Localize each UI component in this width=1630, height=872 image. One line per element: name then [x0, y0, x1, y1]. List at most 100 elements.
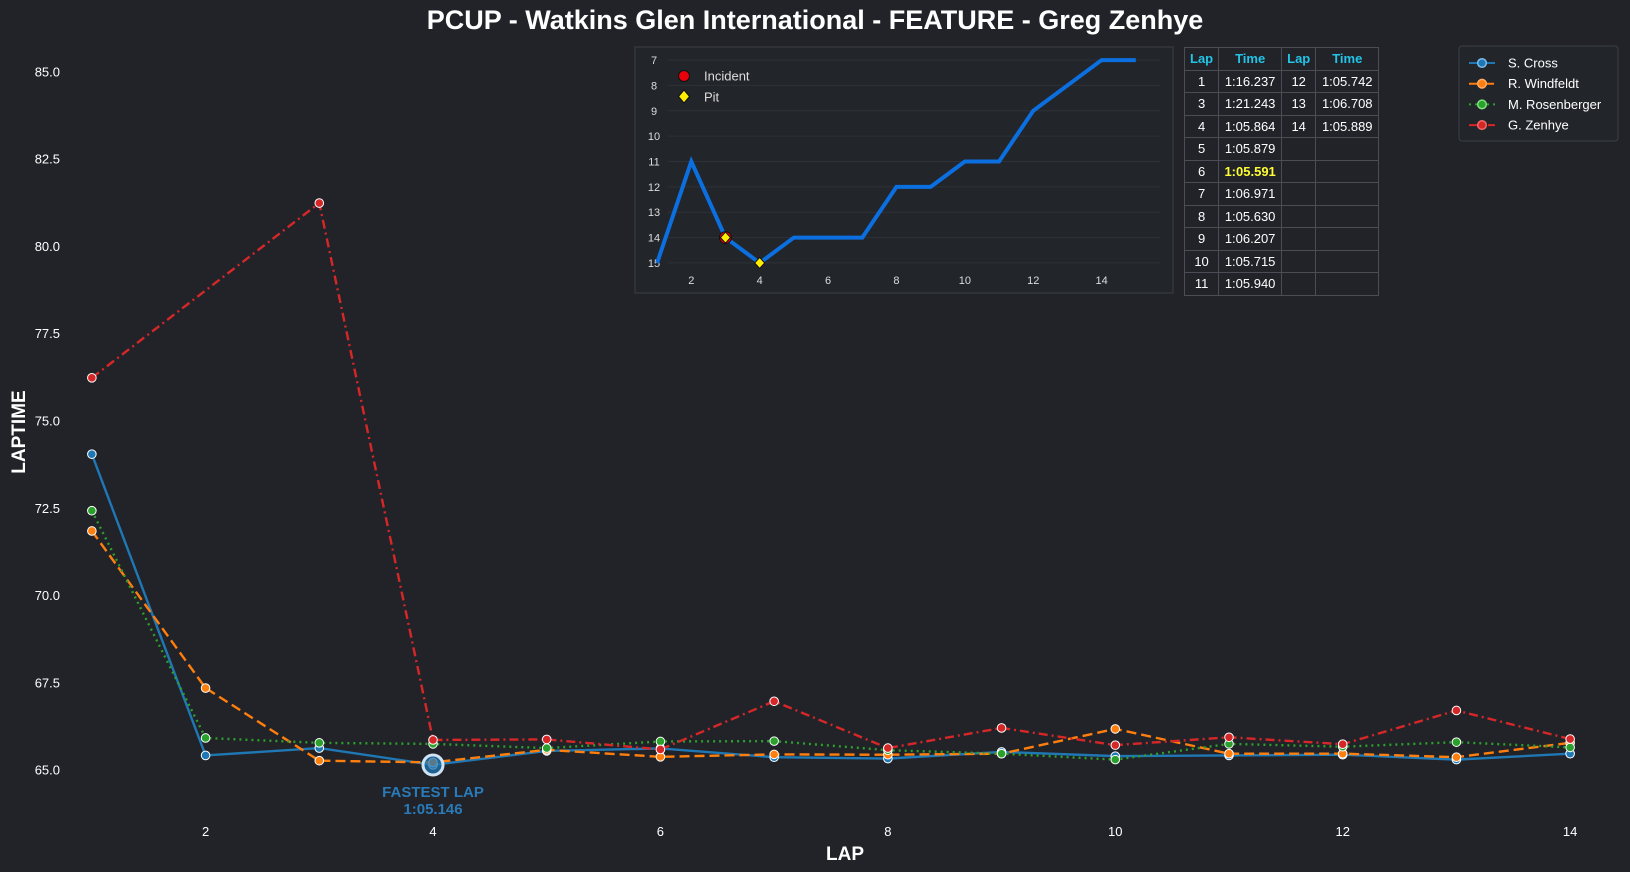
table-row: 9 1:06.207	[1183, 227, 1380, 251]
data-point	[1565, 742, 1575, 753]
data-point	[87, 449, 97, 459]
table-cell-lap: 12	[1281, 69, 1317, 93]
inset-frame	[634, 46, 1174, 294]
legend-label: G. Zenhye	[1508, 118, 1569, 133]
table-cell-lap: 3	[1183, 92, 1220, 116]
legend-marker	[1476, 120, 1488, 131]
legend-marker	[1476, 78, 1488, 89]
inset-y-tick-label: 14	[648, 233, 660, 245]
inset-y-tick-label: 12	[648, 182, 660, 194]
pit-marker	[754, 256, 766, 270]
data-point	[655, 736, 666, 747]
table-cell-time: 1:05.742	[1315, 69, 1380, 93]
table-cell-lap	[1281, 159, 1317, 183]
table-cell-time: 1:05.715	[1218, 249, 1283, 273]
y-axis-label: LAPTIME	[9, 390, 30, 473]
data-point	[87, 505, 97, 516]
data-point	[428, 735, 438, 745]
table-cell-lap: 8	[1183, 204, 1220, 228]
table-cell-lap: 9	[1183, 227, 1220, 251]
x-tick-label: 14	[1563, 824, 1577, 839]
table-row: 3 1:21.243 13 1:06.708	[1183, 92, 1380, 116]
table-cell-lap: 5	[1183, 137, 1220, 161]
y-tick-label: 67.5	[35, 675, 60, 690]
inset-y-tick-label: 7	[651, 55, 657, 67]
pit-legend-label: Pit	[704, 90, 720, 105]
table-row: 10 1:05.715	[1183, 249, 1380, 273]
legend: S. Cross R. Windfeldt M. Rosenberger G. Zen…	[1458, 45, 1619, 142]
data-point	[1110, 754, 1121, 765]
inset-x-tick-label: 10	[959, 275, 971, 287]
y-tick-label: 75.0	[35, 414, 60, 429]
legend-frame	[1458, 45, 1619, 142]
table-cell-lap	[1281, 272, 1317, 296]
fastest-lap-annotation: FASTEST LAP 1:05.146	[382, 753, 484, 818]
legend-item: R. Windfeldt	[1469, 76, 1579, 91]
table-header-row: Lap Time Lap Time	[1183, 47, 1380, 71]
data-point	[769, 696, 779, 707]
table-header-time: Time	[1315, 47, 1380, 71]
incident-legend-marker	[678, 70, 690, 82]
series-s-cross	[87, 449, 1575, 770]
table-cell-lap	[1281, 182, 1317, 206]
data-point	[1224, 732, 1234, 743]
chart-title: PCUP - Watkins Glen International - FEAT…	[427, 5, 1204, 35]
table-cell-time	[1315, 249, 1380, 273]
position-line	[655, 58, 1136, 266]
inset-y-tick-label: 10	[648, 131, 660, 143]
legend-marker	[1476, 57, 1488, 69]
inset-y-tick-label: 13	[648, 207, 660, 219]
x-tick-label: 10	[1108, 824, 1122, 839]
series-line	[90, 453, 1571, 767]
data-point	[1451, 752, 1462, 762]
legend-items: S. Cross R. Windfeldt M. Rosenberger G. Zen…	[1469, 56, 1602, 133]
table-cell-lap: 1	[1183, 69, 1220, 93]
series-g-zenhye	[87, 198, 1575, 755]
y-tick-label: 77.5	[35, 326, 60, 341]
data-point	[1565, 734, 1575, 744]
table-cell-time	[1315, 227, 1380, 251]
table-row: 8 1:05.630	[1183, 204, 1380, 228]
data-point	[87, 526, 97, 536]
table-row: 5 1:05.879	[1183, 137, 1380, 161]
inset-y-tick-label: 11	[648, 157, 659, 169]
inset-x-tick-label: 6	[825, 275, 831, 287]
data-point	[87, 373, 97, 383]
x-axis-ticks: 2 4 6 8 10 12 14	[202, 824, 1577, 839]
table-cell-lap: 6	[1183, 159, 1220, 183]
y-tick-label: 85.0	[35, 64, 60, 79]
data-point	[1110, 724, 1121, 734]
data-point	[883, 743, 893, 753]
series-layer	[87, 198, 1575, 770]
inset-x-tick-label: 8	[893, 275, 899, 287]
x-tick-label: 8	[884, 824, 891, 839]
table-cell-lap	[1281, 227, 1317, 251]
table-row: 7 1:06.971	[1183, 182, 1380, 206]
y-axis-ticks: 65.0 67.5 70.0 72.5 75.0 77.5 80.0 82.5 85.0	[35, 64, 60, 777]
series-line	[90, 510, 1571, 761]
table-cell-time: 1:05.889	[1315, 114, 1380, 138]
fastest-lap-marker	[421, 753, 445, 777]
inset-y-tick-label: 8	[651, 80, 657, 92]
table-cell-lap	[1281, 137, 1317, 161]
data-point	[1451, 705, 1462, 716]
table-header-time: Time	[1218, 47, 1283, 71]
table-cell-lap: 14	[1281, 114, 1317, 138]
incident-legend-label: Incident	[704, 69, 750, 84]
inset-x-tick-label: 4	[757, 275, 763, 287]
inset-y-tick-label: 9	[651, 106, 657, 118]
x-tick-label: 4	[429, 824, 436, 839]
table-header-lap: Lap	[1281, 47, 1317, 71]
table-cell-lap: 11	[1183, 272, 1220, 296]
table-cell-time: 1:06.207	[1218, 227, 1283, 251]
data-point	[769, 749, 779, 760]
y-tick-label: 70.0	[35, 588, 60, 603]
data-point	[200, 733, 211, 743]
y-tick-label: 72.5	[35, 501, 60, 516]
legend-item: S. Cross	[1469, 56, 1558, 71]
table-row: 11 1:05.940	[1183, 272, 1380, 296]
table-cell-time: 1:06.971	[1218, 182, 1283, 206]
data-point	[1337, 739, 1348, 749]
